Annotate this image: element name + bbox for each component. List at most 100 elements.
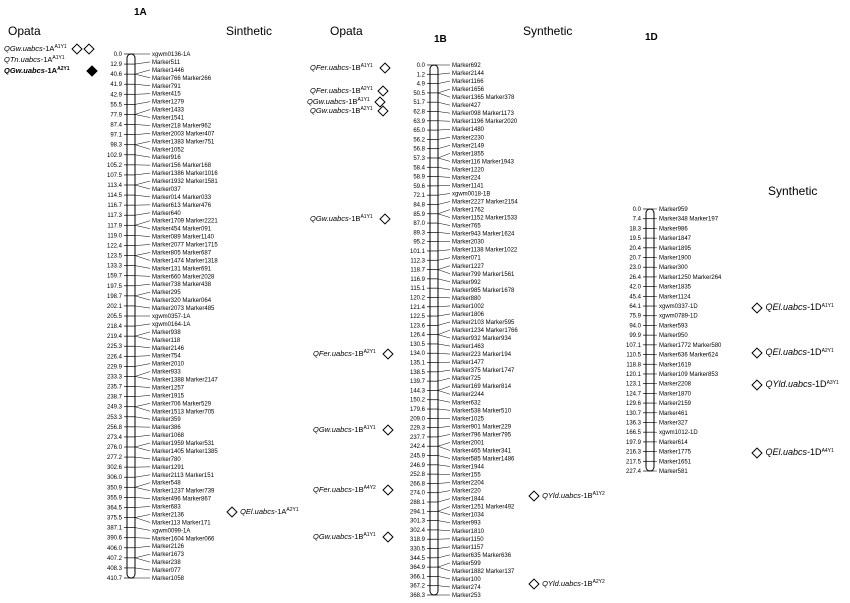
marker-connector [134,235,151,237]
marker-connector [134,506,151,508]
position-label: 72.1 [413,193,425,199]
marker-label: Marker1932 Marker1581 [152,179,218,185]
marker-label: Marker585 Marker1486 [452,456,515,462]
marker-label: Marker1234 Marker1766 [452,328,518,334]
marker-label: xgwm0018-1B [452,191,490,197]
marker-connector [134,83,151,87]
qtl-diamond-filled-icon [85,65,98,77]
marker-label: Marker2030 [452,240,485,246]
position-label: 57.3 [413,156,425,162]
position-label: 7.4 [633,217,642,223]
qtl-diamond-icon [379,213,391,225]
position-label: 117.9 [107,223,122,229]
position-label: 120.2 [410,295,426,301]
marker-connector [134,275,151,277]
position-label: 276.0 [107,445,123,451]
marker-label: Marker805 Marker687 [152,250,212,256]
marker-connector [437,576,451,580]
position-label: 256.8 [107,425,123,431]
position-label: 89.3 [413,230,425,236]
position-label: 121.4 [410,305,426,311]
position-label: 294.1 [410,509,426,515]
marker-label: Marker1227 [452,264,485,270]
marker-connector [134,446,151,452]
marker-connector [134,487,151,491]
marker-label: Marker1034 [452,513,485,519]
marker-label: Marker224 [452,175,481,181]
marker-label: Marker1237 Marker739 [152,489,215,495]
marker-label: Marker2159 [659,401,692,407]
marker-connector [134,537,151,539]
marker-connector [134,406,151,412]
qtl-label: QGw.uabcs-1AA1Y1 [4,43,95,55]
position-label: 98.3 [110,143,122,149]
position-label: 229.9 [107,364,123,370]
qtl-label: QFer.uabcs-1BA1Y1 [310,62,391,74]
marker-connector [134,363,151,367]
marker-label: Marker1058 [152,576,185,582]
position-label: 179.6 [410,407,426,413]
marker-connector [437,193,451,196]
marker-label: Marker1150 [452,537,484,543]
position-label: 20.4 [629,246,641,252]
position-label: 40.6 [110,72,122,78]
marker-label: Marker320 Marker064 [152,298,212,304]
marker-label: Marker295 [152,290,181,296]
position-label: 26.4 [629,275,641,281]
position-label: 330.5 [410,547,426,553]
marker-label: Marker496 Marker867 [152,497,212,503]
position-label: 237.7 [410,435,426,441]
marker-connector [437,249,451,252]
marker-connector [134,295,151,301]
position-label: 118.8 [626,362,641,368]
marker-label: Marker1480 [452,127,485,133]
marker-connector [134,194,151,198]
position-label: 41.9 [110,82,122,88]
marker-connector [437,321,451,326]
marker-label: Marker754 [152,354,181,360]
position-label: 112.3 [410,258,425,264]
marker-label: Marker1855 [452,151,485,157]
marker-connector [134,517,151,523]
position-label: 51.7 [413,100,425,106]
marker-connector [437,80,451,84]
marker-connector [134,474,151,478]
position-label: 123.6 [410,323,426,329]
marker-connector [437,562,451,568]
header-sinthetic: Sinthetic [226,24,273,38]
position-label: 217.5 [626,459,642,465]
position-label: 23.0 [629,265,641,271]
marker-label: Marker1068 [152,433,185,439]
marker-connector [437,442,451,447]
marker-label: Marker916 [152,155,181,161]
position-label: 366.1 [410,574,426,580]
marker-connector [437,88,451,94]
position-label: 246.9 [410,463,426,469]
header-opata-mid: Opata [330,24,363,38]
qtl-diamond-icon [377,105,389,117]
marker-label: Marker1604 Marker066 [152,536,215,542]
marker-connector [437,213,451,218]
marker-connector [437,506,451,512]
marker-connector [134,73,151,79]
marker-label: Marker109 Marker853 [659,372,719,378]
marker-label: Marker766 Marker266 [152,76,212,82]
marker-connector [437,585,451,588]
marker-connector [437,399,451,403]
marker-connector [437,72,451,75]
marker-label: Marker938 [152,330,181,336]
position-label: 249.3 [107,405,123,411]
marker-label: Marker2149 [452,143,485,149]
marker-connector [134,335,151,341]
marker-label: Marker738 Marker438 [152,282,212,288]
position-label: 99.9 [629,333,641,339]
marker-connector [437,520,451,523]
position-label: 344.5 [410,556,426,562]
marker-label: Marker1196 Marker2020 [452,119,518,125]
position-label: 20.7 [629,256,641,262]
marker-label: Marker300 [659,265,688,271]
position-label: 150.2 [410,398,426,404]
marker-label: Marker155 [452,473,481,479]
marker-label: Marker2204 [452,481,485,487]
position-label: 55.5 [110,102,122,108]
